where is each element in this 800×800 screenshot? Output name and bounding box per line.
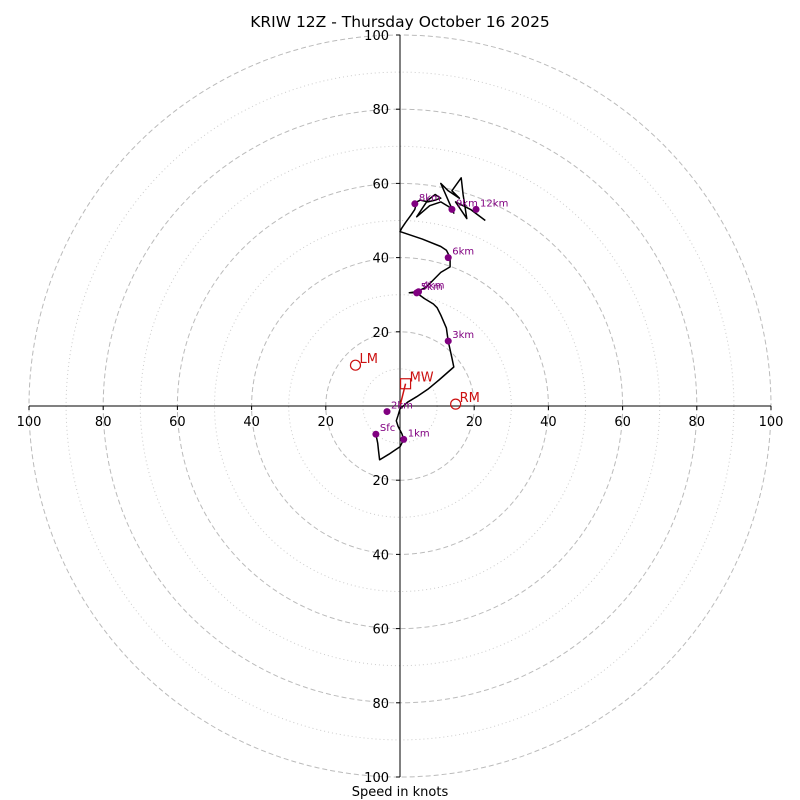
height-dot-9km: [448, 205, 456, 213]
y-tick-label: 40: [372, 548, 389, 563]
y-tick-label: 60: [372, 623, 389, 638]
storm-marker-rm: [450, 398, 462, 410]
chart-title: KRIW 12Z - Thursday October 16 2025: [250, 13, 550, 31]
height-label-1km: 1km: [408, 428, 430, 439]
height-dot-8km: [411, 200, 419, 208]
height-dot-1km: [400, 435, 408, 443]
height-label-5km: 5km: [421, 282, 443, 293]
y-tick-label: 20: [372, 326, 389, 341]
x-tick-label: 60: [169, 415, 186, 430]
height-label-12km: 12km: [480, 198, 508, 209]
x-tick-label: 20: [318, 415, 335, 430]
height-label-9km: 9km: [456, 198, 478, 209]
shear-vector-line: [399, 383, 407, 407]
height-label-8km: 8km: [419, 193, 441, 204]
height-label-4km: 4km: [423, 281, 445, 292]
storm-label-rm: RM: [460, 391, 480, 406]
height-dot-6km: [444, 254, 452, 262]
height-label-sfc: Sfc: [380, 423, 395, 434]
storm-motion-markers: LM MW RM: [349, 352, 480, 410]
height-label-3km: 3km: [452, 330, 474, 341]
height-dot-sfc: [372, 430, 380, 438]
y-tick-label: 100: [364, 771, 389, 786]
x-tick-label: 80: [95, 415, 112, 430]
x-tick-label: 80: [689, 415, 706, 430]
height-dot-5km: [413, 289, 421, 297]
height-label-6km: 6km: [452, 247, 474, 258]
x-tick-label: 20: [466, 415, 483, 430]
storm-label-lm: LM: [359, 352, 377, 367]
height-label-2km: 2km: [391, 401, 413, 412]
x-tick-label: 40: [243, 415, 260, 430]
height-dot-2km: [383, 408, 391, 416]
x-tick-label: 100: [759, 415, 784, 430]
y-tick-label: 80: [372, 103, 389, 118]
storm-marker-mw: [399, 378, 412, 390]
height-dot-3km: [444, 337, 452, 345]
y-tick-label: 60: [372, 177, 389, 192]
y-tick-label: 20: [372, 474, 389, 489]
x-axis-label: Speed in knots: [352, 785, 449, 800]
y-tick-label: 40: [372, 252, 389, 267]
height-dot-12km: [472, 205, 480, 213]
tick-labels: 100 80 60 40 20 20 40 60 80 100 100 80 60 40 20 20 40 60 8…: [17, 29, 784, 786]
x-tick-label: 60: [614, 415, 631, 430]
storm-label-mw: MW: [410, 371, 434, 386]
y-tick-label: 100: [364, 29, 389, 44]
storm-marker-lm: [349, 359, 362, 371]
y-tick-label: 80: [372, 697, 389, 712]
x-tick-label: 100: [17, 415, 42, 430]
x-tick-label: 40: [540, 415, 557, 430]
